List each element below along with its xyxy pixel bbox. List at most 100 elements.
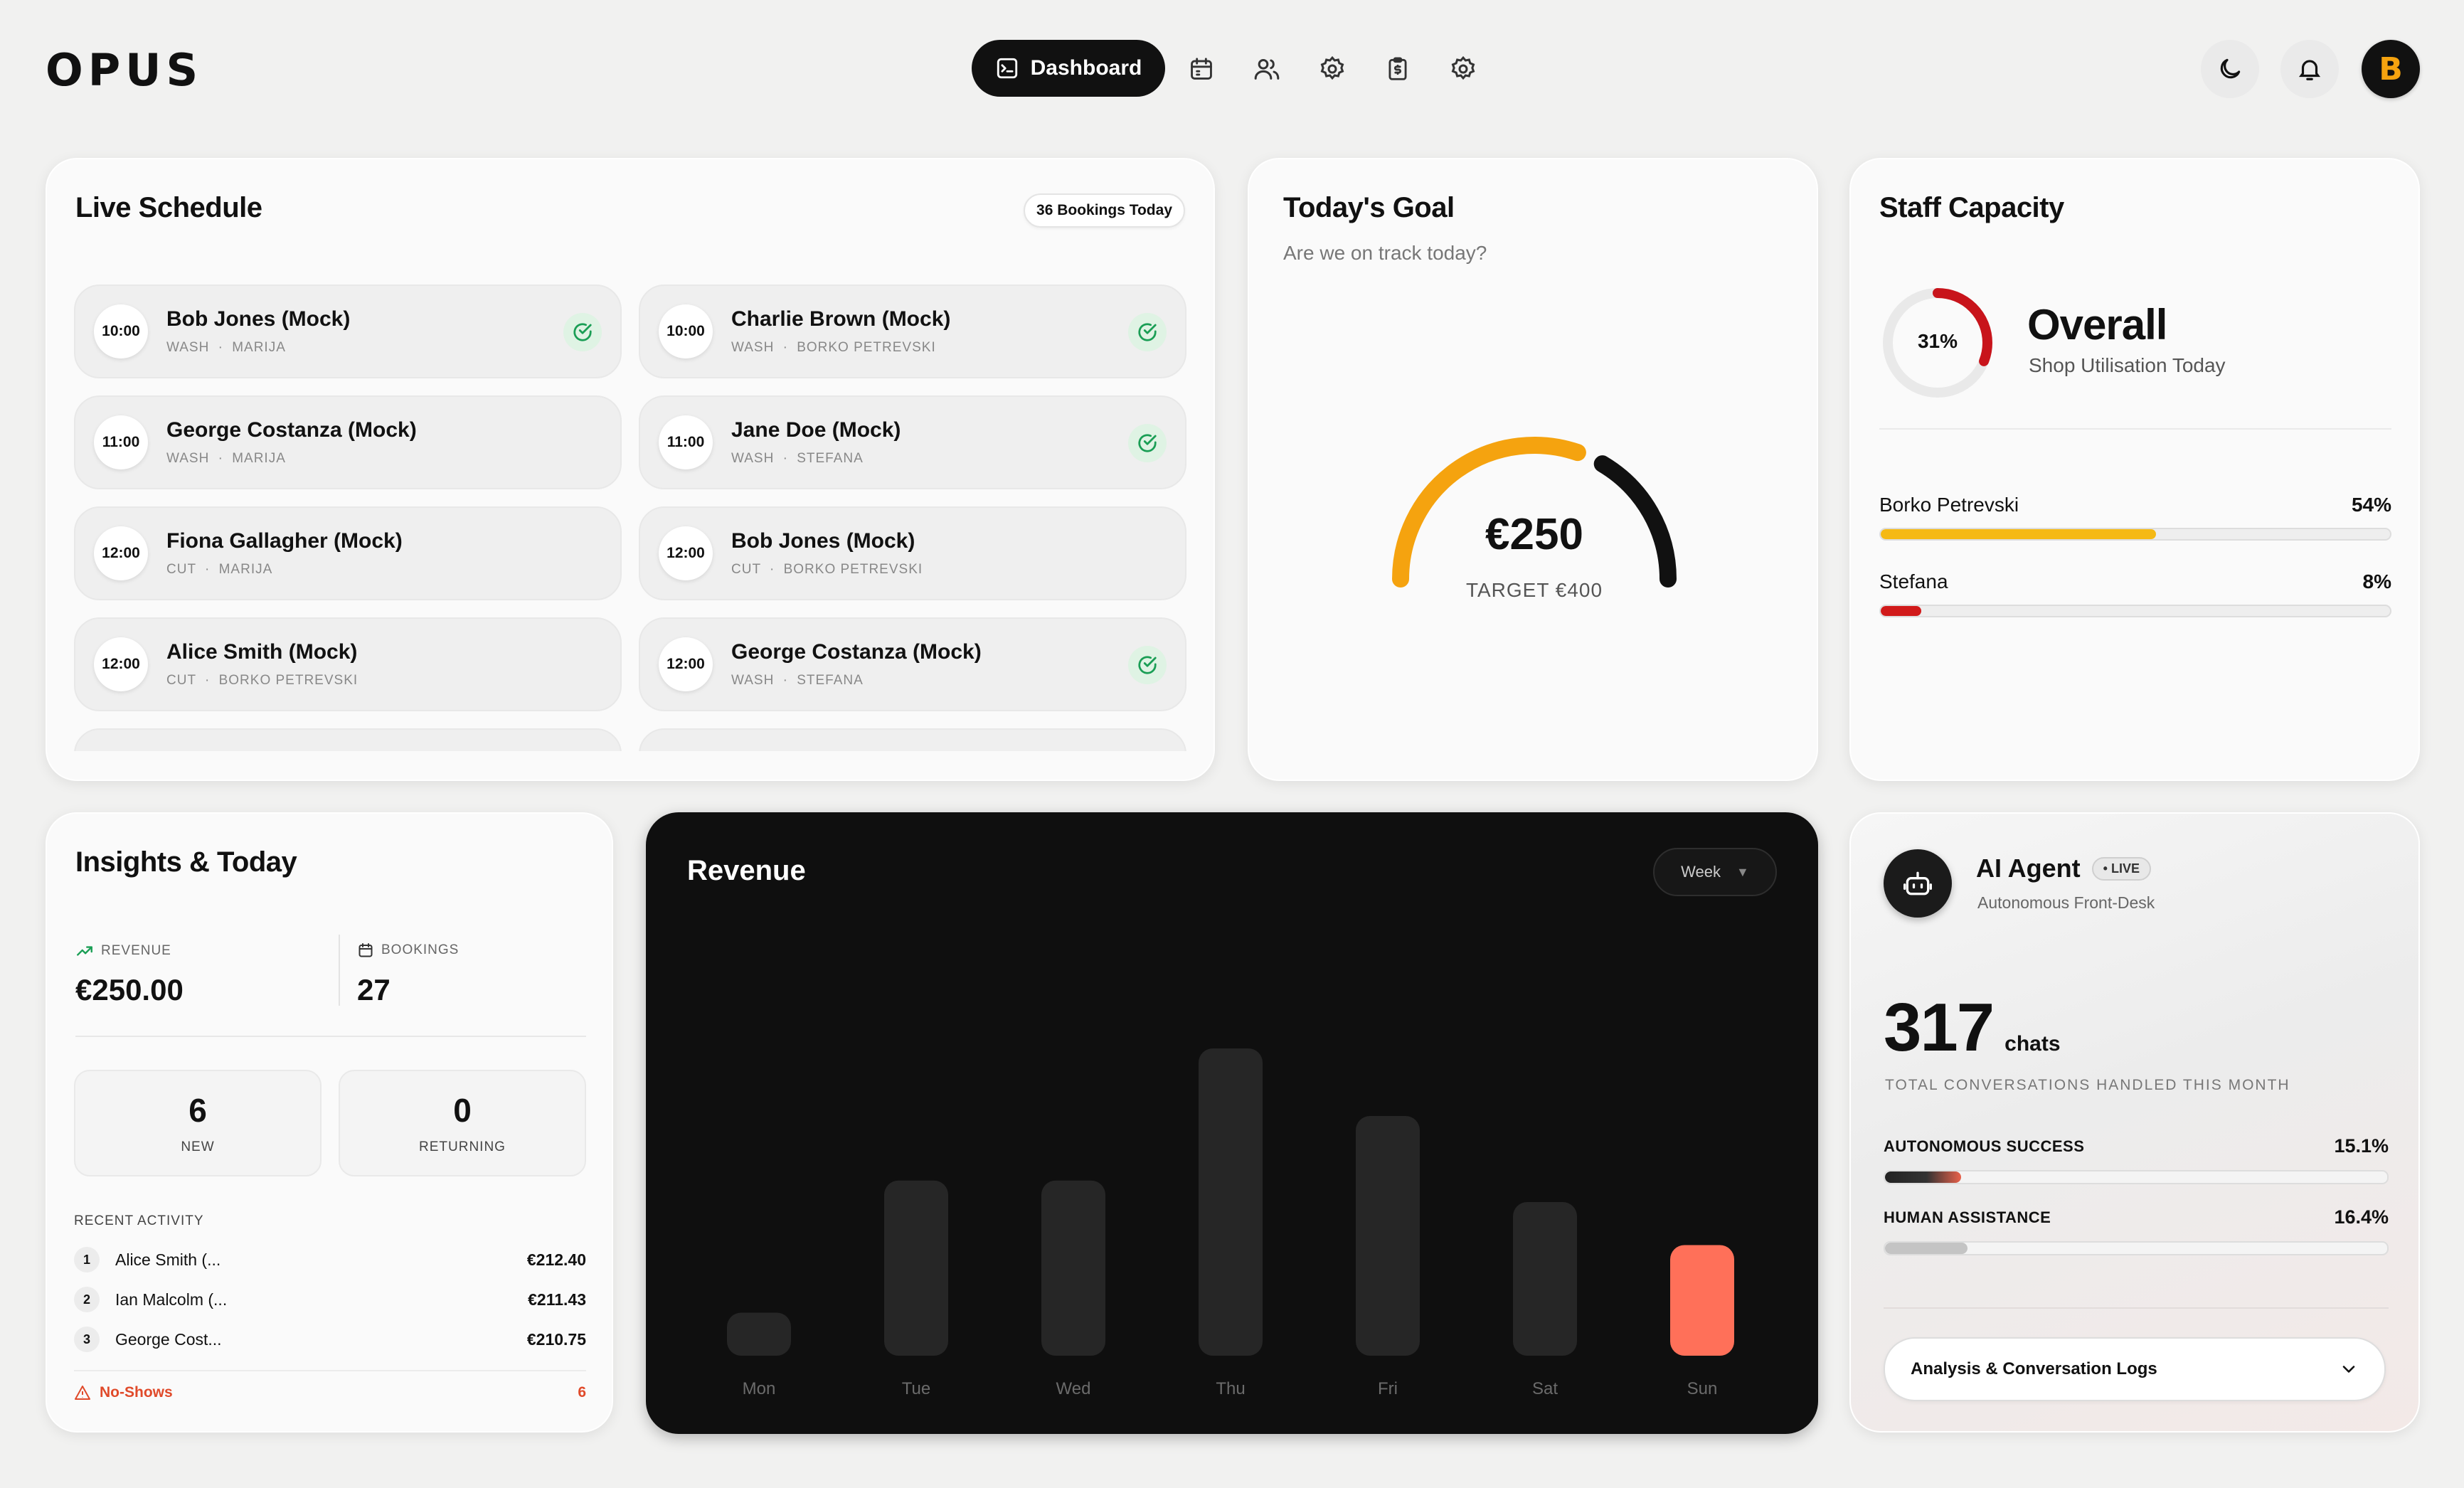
x-tick-label: Sun <box>1687 1379 1718 1398</box>
schedule-item[interactable]: 12:00 Alice Smith (Mock) CUT · BORKO PETRE… <box>74 617 622 711</box>
activity-row[interactable]: 2 Ian Malcolm (... €211.43 <box>74 1282 586 1317</box>
ai-metric-value: 15.1% <box>2334 1135 2389 1157</box>
separator: · <box>770 562 775 577</box>
goal-title: Today's Goal <box>1283 192 1455 223</box>
activity-row[interactable]: 1 Alice Smith (... €212.40 <box>74 1242 586 1277</box>
x-tick-label: Thu <box>1216 1379 1245 1398</box>
settings-icon[interactable] <box>1445 51 1481 87</box>
live-schedule-card: Live Schedule 36 Bookings Today 10:00 Bob… <box>46 158 1215 781</box>
x-tick-label: Wed <box>1056 1379 1091 1398</box>
avatar[interactable]: B <box>2362 40 2420 98</box>
period-select[interactable]: Week ▼ <box>1653 848 1777 896</box>
check-circle-icon[interactable] <box>563 313 602 351</box>
ai-metric-bar <box>1884 1241 2389 1255</box>
calendar-icon[interactable] <box>1184 51 1219 87</box>
staff-utilisation-bar <box>1879 528 2391 541</box>
divider <box>339 935 340 1006</box>
x-tick-label: Sat <box>1532 1379 1558 1398</box>
bar-tue[interactable] <box>884 1180 948 1356</box>
separator: · <box>782 451 788 466</box>
activity-name: George Cost... <box>115 1329 222 1349</box>
schedule-item[interactable]: 10:00 Bob Jones (Mock) WASH · MARIJA <box>74 285 622 378</box>
returning-label: RETURNING <box>419 1139 506 1154</box>
clipboard-dollar-icon[interactable] <box>1380 51 1416 87</box>
staff-member-name: Stefana <box>1879 570 1948 592</box>
staff-member-row: Stefana 8% <box>1879 570 2391 617</box>
time-badge: 10:00 <box>94 304 148 358</box>
gear-icon[interactable] <box>1315 51 1350 87</box>
time-badge: 10:00 <box>659 304 713 358</box>
service-staff: CUT · BORKO PETREVSKI <box>166 673 358 689</box>
staff-label: MARIJA <box>218 562 273 577</box>
bar-sun[interactable] <box>1670 1245 1734 1356</box>
divider <box>1884 1307 2389 1309</box>
bar-sat[interactable] <box>1513 1202 1577 1356</box>
schedule-item[interactable]: 11:00 Jane Doe (Mock) WASH · STEFANA <box>639 395 1186 489</box>
new-label: NEW <box>181 1139 215 1154</box>
overall-label: Overall <box>2027 301 2167 349</box>
bookings-today-badge: 36 Bookings Today <box>1024 193 1185 228</box>
x-tick-label: Mon <box>743 1379 776 1398</box>
time-badge: 11:00 <box>94 415 148 469</box>
goal-target: TARGET €400 <box>1465 579 1603 601</box>
ai-metric-row: AUTONOMOUS SUCCESS 15.1% <box>1884 1135 2389 1184</box>
bar-fri[interactable] <box>1356 1116 1420 1356</box>
overall-sub: Shop Utilisation Today <box>2029 354 2226 376</box>
activity-row[interactable]: 3 George Cost... €210.75 <box>74 1322 586 1357</box>
app-logo[interactable]: OPUS <box>46 44 203 96</box>
theme-toggle-button[interactable] <box>2201 40 2259 98</box>
staff-utilisation-bar <box>1879 605 2391 617</box>
new-clients-box: 6 NEW <box>74 1070 322 1176</box>
service-label: WASH <box>731 340 775 355</box>
bar-wed[interactable] <box>1041 1180 1105 1356</box>
schedule-item[interactable]: 11:00 George Costanza (Mock) WASH · MARIJA <box>74 395 622 489</box>
period-select-label: Week <box>1681 863 1721 881</box>
ai-agent-title: AI Agent <box>1976 854 2081 883</box>
bookings-value: 27 <box>357 973 391 1006</box>
divider <box>75 1036 586 1037</box>
check-circle-icon[interactable] <box>1128 646 1167 684</box>
calendar-small-icon <box>357 942 374 959</box>
separator: · <box>782 340 788 355</box>
nav-dashboard-button[interactable]: Dashboard <box>972 40 1165 97</box>
ai-metric-value: 16.4% <box>2334 1206 2389 1228</box>
bar-mon[interactable] <box>727 1312 791 1356</box>
check-circle-icon[interactable] <box>1128 424 1167 462</box>
schedule-item[interactable]: 12:00 Fiona Gallagher (Mock) CUT · MARIJA <box>74 506 622 600</box>
check-circle-icon[interactable] <box>1128 313 1167 351</box>
schedule-item[interactable]: 12:00 George Costanza (Mock) WASH · STEFAN… <box>639 617 1186 711</box>
staff-label: BORKO PETREVSKI <box>218 673 359 688</box>
terminal-icon <box>995 56 1019 80</box>
conversation-logs-dropdown[interactable]: Analysis & Conversation Logs <box>1884 1337 2386 1401</box>
separator: · <box>205 562 211 577</box>
moon-icon <box>2216 55 2243 83</box>
overall-pct: 31% <box>1917 330 1958 352</box>
service-label: WASH <box>731 451 775 466</box>
client-name: Bob Jones (Mock) <box>731 529 915 553</box>
robot-icon <box>1884 849 1952 918</box>
ai-metric-row: HUMAN ASSISTANCE 16.4% <box>1884 1206 2389 1255</box>
schedule-list[interactable]: 10:00 Bob Jones (Mock) WASH · MARIJA 10:00 C… <box>74 285 1191 751</box>
goal-subtitle: Are we on track today? <box>1283 242 1487 264</box>
returning-value: 0 <box>453 1092 472 1129</box>
bookings-label: BOOKINGS <box>381 942 460 957</box>
no-shows-row[interactable]: No-Shows 6 <box>74 1384 586 1401</box>
separator: · <box>218 340 223 355</box>
bell-icon <box>2296 55 2323 83</box>
users-icon[interactable] <box>1249 51 1285 87</box>
activity-rank: 3 <box>74 1327 100 1352</box>
schedule-item[interactable]: 10:00 Charlie Brown (Mock) WASH · BORKO PE… <box>639 285 1186 378</box>
chats-value: 317 <box>1884 989 1995 1065</box>
bar-thu[interactable] <box>1199 1048 1263 1356</box>
staff-label: MARIJA <box>232 340 286 355</box>
staff-label: BORKO PETREVSKI <box>797 340 936 355</box>
time-badge: 12:00 <box>94 526 148 580</box>
service-label: CUT <box>166 673 196 688</box>
client-name: Alice Smith (Mock) <box>166 640 358 664</box>
live-schedule-title: Live Schedule <box>75 192 262 223</box>
notifications-button[interactable] <box>2280 40 2339 98</box>
staff-label: MARIJA <box>232 451 286 466</box>
caret-down-icon: ▼ <box>1736 864 1749 879</box>
todays-goal-card: Today's Goal Are we on track today? €250… <box>1248 158 1818 781</box>
schedule-item[interactable]: 12:00 Bob Jones (Mock) CUT · BORKO PETREVS… <box>639 506 1186 600</box>
